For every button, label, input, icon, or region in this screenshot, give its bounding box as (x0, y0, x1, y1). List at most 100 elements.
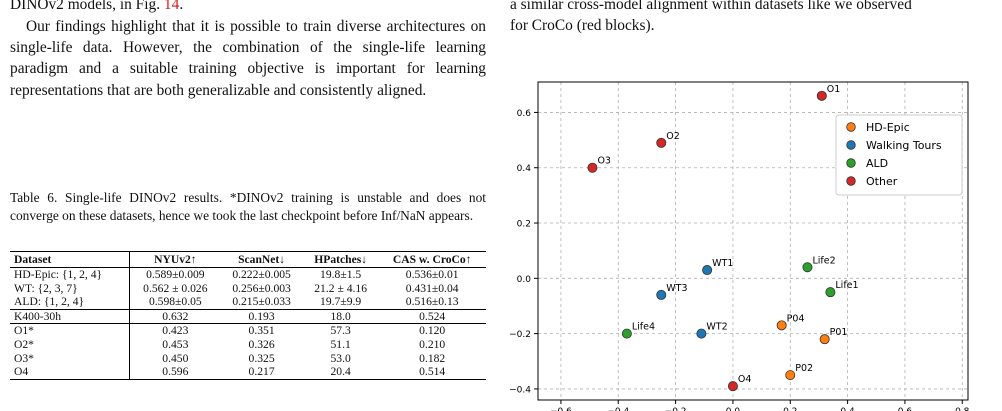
x-tick-label: 0.8 (955, 407, 970, 411)
legend-marker (846, 176, 856, 186)
table-cell: 19.7±9.9 (320, 295, 362, 309)
table-cell: HD-Epic: {1, 2, 4} (10, 267, 131, 282)
legend-marker (846, 122, 856, 132)
table-cell: 0.596 (129, 365, 221, 380)
table-row: HD-Epic: {1, 2, 4} 0.589±0.009 0.222±0.005… (10, 267, 486, 282)
table-cell: 20.4 (302, 365, 379, 380)
data-point (656, 137, 667, 148)
table-cell: 0.217 (220, 365, 303, 380)
y-tick-label: −0.4 (509, 385, 531, 395)
table-cell: 53.0 (330, 351, 351, 365)
table-cell: 0.524 (378, 308, 486, 324)
table-row: O1* 0.423 0.351 57.3 0.120 (10, 323, 486, 338)
table-cell: 0.256±0.003 (232, 281, 291, 295)
table-cell: 18.0 (302, 308, 379, 324)
table-cell: 0.589±0.009 (146, 268, 205, 281)
legend-label: ALD (866, 157, 888, 170)
point-label: P02 (795, 363, 813, 374)
table-cell: O1* (10, 323, 131, 338)
results-table: Dataset NYUv2↑ ScanNet↓ HPatches↓ CAS w. Cro… (10, 251, 486, 380)
table-cell: O2* (10, 337, 131, 352)
legend-label: HD-Epic (866, 121, 910, 134)
point-label: O1 (827, 84, 841, 95)
table-cell: 0.431±0.04 (405, 281, 459, 295)
table-cell: 0.182 (419, 351, 446, 365)
table-cell: 0.193 (220, 308, 303, 324)
data-point (819, 334, 830, 345)
data-point (802, 262, 813, 273)
table-row: O4 0.596 0.217 20.4 0.514 (10, 365, 486, 380)
table-cell: 0.351 (220, 323, 303, 338)
point-label: O3 (597, 156, 611, 167)
table-cell: 0.326 (248, 337, 275, 351)
table-cell: 0.453 (162, 337, 189, 351)
data-point (702, 265, 713, 276)
table-cell: 0.222±0.005 (232, 268, 291, 281)
legend-marker (846, 140, 856, 150)
y-tick-label: 0.6 (517, 109, 532, 119)
point-label: Life2 (812, 255, 835, 266)
point-label: Life4 (632, 322, 655, 333)
table-header-cell: Dataset (10, 251, 131, 268)
table-header-cell: HPatches↓ (302, 251, 379, 268)
legend-box (835, 114, 963, 196)
legend-label: Other (866, 175, 898, 188)
y-tick-label: −0.2 (509, 330, 531, 340)
figure-ref-link[interactable]: 14 (163, 0, 180, 13)
top-text-fragment: DINOv2 models, in Fig. 14. (10, 0, 488, 15)
data-point (816, 90, 827, 101)
table-row: O3* 0.450 0.325 53.0 0.182 (10, 351, 486, 366)
point-label: WT2 (706, 322, 727, 333)
right-text-line2: for CroCo (red blocks). (510, 17, 655, 34)
point-label: P04 (787, 313, 805, 324)
table-cell: 0.210 (419, 337, 446, 351)
table-header-cell: ScanNet↓ (220, 251, 303, 268)
x-tick-label: 0.6 (898, 407, 913, 411)
legend-label: Walking Tours (866, 139, 942, 152)
table-cell: O3* (10, 351, 131, 366)
table-row: WT: {2, 3, 7} 0.562 ± 0.026 0.256±0.003 21.… (10, 281, 486, 296)
table-cell: 0.514 (378, 365, 486, 380)
table-cell: 57.3 (302, 323, 379, 338)
table-row: ALD: {1, 2, 4} 0.598±0.05 0.215±0.033 19.7±… (10, 295, 486, 310)
axes-frame (537, 81, 969, 401)
table-cell: 0.632 (129, 308, 221, 324)
point-label: P01 (830, 327, 848, 338)
x-tick-label: 0.2 (783, 407, 797, 411)
data-point (621, 328, 632, 339)
table-header-cell: NYUv2↑ (129, 251, 221, 268)
data-point (727, 381, 738, 392)
table-cell: 0.562 ± 0.026 (143, 281, 208, 295)
table-cell: O4 (10, 365, 131, 380)
x-tick-label: −0.2 (665, 407, 687, 411)
data-point (776, 320, 787, 331)
right-text-line1: a similar cross-model alignment within d… (510, 0, 912, 13)
table-cell: 0.516±0.13 (405, 295, 459, 309)
x-tick-label: −0.4 (607, 407, 629, 411)
table-cell: 0.325 (248, 351, 275, 365)
table-header-cell: CAS w. CroCo↑ (378, 251, 486, 268)
table-cell: 0.450 (162, 351, 189, 365)
point-label: WT1 (712, 258, 733, 269)
x-tick-label: 0.0 (726, 407, 741, 411)
table-cell: 51.1 (330, 337, 351, 351)
table-body: HD-Epic: {1, 2, 4} 0.589±0.009 0.222±0.005… (10, 267, 486, 380)
table-cell: 0.215±0.033 (232, 295, 291, 309)
data-point (785, 370, 796, 381)
table-caption: Table 6. Single-life DINOv2 results. *DI… (10, 190, 486, 223)
findings-paragraph: Our findings highlight that it is possib… (10, 18, 486, 99)
y-tick-label: 0.2 (517, 220, 531, 230)
x-tick-label: −0.6 (550, 407, 572, 411)
data-point (825, 287, 836, 298)
table-cell: WT: {2, 3, 7} (10, 281, 131, 296)
table-cell: K400-30h (10, 308, 131, 324)
table-header-row: Dataset NYUv2↑ ScanNet↓ HPatches↓ CAS w. Cro… (10, 251, 486, 268)
table-row: O2* 0.453 0.326 51.1 0.210 (10, 337, 486, 352)
data-point (696, 328, 707, 339)
point-label: O2 (666, 131, 680, 142)
table-cell: 0.536±0.01 (405, 268, 459, 281)
table-cell: ALD: {1, 2, 4} (10, 295, 131, 310)
table-row: K400-30h 0.632 0.193 18.0 0.524 (10, 308, 486, 324)
data-point (587, 162, 598, 173)
